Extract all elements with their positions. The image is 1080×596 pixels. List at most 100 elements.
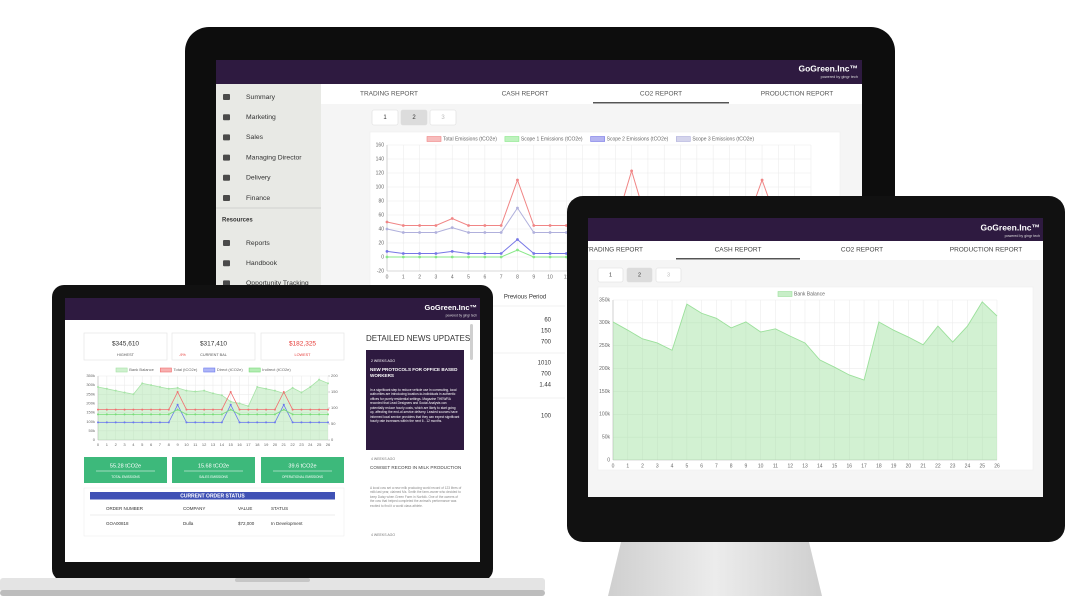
data-point [247, 421, 250, 424]
data-point [114, 408, 117, 411]
data-point [247, 413, 250, 416]
data-point [229, 391, 232, 393]
data-point [318, 408, 321, 411]
sidebar-icon [223, 174, 230, 181]
data-point [105, 408, 108, 411]
tab-indicator [593, 102, 729, 104]
x-tick-label: 25 [317, 442, 322, 447]
data-point [385, 220, 389, 224]
emission-card [172, 457, 255, 483]
header-bar [65, 298, 480, 320]
data-point [483, 252, 487, 255]
page-button[interactable] [371, 109, 399, 126]
tab[interactable]: TRADING REPORT [360, 91, 418, 98]
data-point [532, 255, 536, 259]
legend-swatch [590, 136, 605, 142]
tab-bar [588, 241, 1043, 260]
data-point [401, 224, 405, 227]
x-tick-label: 3 [656, 463, 659, 469]
page-button[interactable] [655, 267, 682, 283]
data-point [760, 178, 764, 182]
orders-title: CURRENT ORDER STATUS [180, 493, 245, 499]
orders-column: ORDER NUMBER [106, 506, 144, 511]
x-tick-label: 10 [547, 274, 553, 280]
data-point [238, 402, 241, 405]
x-tick-label: 10 [758, 463, 764, 469]
tab[interactable]: CASH REPORT [502, 91, 549, 98]
data-point [516, 238, 519, 241]
tab-bar [321, 84, 862, 104]
tab-indicator [676, 258, 800, 260]
x-tick-label: 3 [435, 274, 438, 280]
data-point [516, 248, 519, 252]
data-point [273, 389, 276, 392]
header-bar [588, 218, 1043, 241]
data-point [282, 391, 285, 393]
sidebar-item[interactable]: Delivery [246, 175, 271, 182]
emission-card [261, 457, 344, 483]
brand: GoGreen.Inc™ [798, 63, 858, 73]
tab[interactable]: CASH REPORT [715, 247, 762, 254]
data-point [176, 403, 179, 406]
tab[interactable]: CO2 REPORT [640, 91, 682, 98]
tab[interactable]: TRADING REPORT [585, 247, 643, 254]
monitor-screen: GoGreen.Inc™ powered by gingr tech TRADING… [585, 218, 1043, 497]
sidebar-item[interactable]: Opportunity Tracking [246, 280, 309, 287]
monitor-stand [608, 538, 822, 596]
data-point [434, 255, 438, 259]
y-tick-label: 100k [86, 419, 95, 424]
sidebar-item[interactable]: Summary [246, 94, 276, 101]
data-point [318, 413, 321, 416]
sidebar-item[interactable]: Handbook [246, 260, 278, 267]
sidebar-item[interactable]: Reports [246, 240, 270, 247]
x-tick-label: 1 [106, 442, 109, 447]
data-point [327, 408, 329, 411]
sidebar-item[interactable]: Marketing [246, 114, 276, 121]
legend-label: Scope 1 Emissions (tCO2e) [521, 136, 583, 142]
data-point [385, 255, 389, 259]
data-point [385, 227, 389, 231]
data-point [467, 224, 470, 227]
data-point [300, 421, 303, 424]
x-tick-label: 22 [290, 442, 295, 447]
sidebar-icon [223, 114, 230, 121]
data-point [265, 421, 268, 424]
x-tick-label: 5 [467, 274, 470, 280]
page-button[interactable] [400, 109, 428, 126]
sidebar-item[interactable]: Managing Director [246, 154, 302, 161]
sidebar-item[interactable]: Finance [246, 195, 270, 202]
data-point [265, 413, 268, 416]
page-button[interactable] [626, 267, 653, 283]
table-cell: 700 [541, 372, 552, 378]
data-point [185, 408, 188, 411]
legend-label: Scope 3 Emissions (tCO2e) [692, 136, 754, 142]
page-button[interactable] [429, 109, 457, 126]
tab[interactable]: PRODUCTION REPORT [761, 91, 833, 98]
data-point [401, 255, 405, 259]
tab[interactable]: CO2 REPORT [841, 247, 883, 254]
x-tick-label: 23 [299, 442, 304, 447]
tab[interactable]: PRODUCTION REPORT [950, 247, 1022, 254]
data-point [150, 408, 153, 411]
brand: GoGreen.Inc™ [980, 222, 1040, 232]
legend-label: Bank Balance [129, 367, 154, 372]
x-tick-label: 4 [451, 274, 454, 280]
data-point [548, 224, 552, 227]
data-point [220, 408, 223, 411]
x-tick-label: 8 [168, 442, 171, 447]
legend-swatch [203, 367, 216, 373]
data-point [194, 408, 197, 411]
sidebar-icon [223, 154, 230, 161]
data-point [132, 408, 135, 411]
data-point [194, 413, 197, 416]
orders-title-bar [90, 492, 335, 500]
data-point [158, 385, 161, 388]
data-point [532, 224, 536, 227]
y-tick-label: 0 [607, 457, 610, 463]
sidebar-heading: Resources [222, 218, 253, 224]
data-point [265, 408, 268, 411]
sidebar-item[interactable]: Sales [246, 134, 264, 141]
emission-label: OPERATIONAL EMISSIONS [282, 475, 323, 479]
page-button[interactable] [597, 267, 624, 283]
x-tick-label: 21 [920, 463, 926, 469]
